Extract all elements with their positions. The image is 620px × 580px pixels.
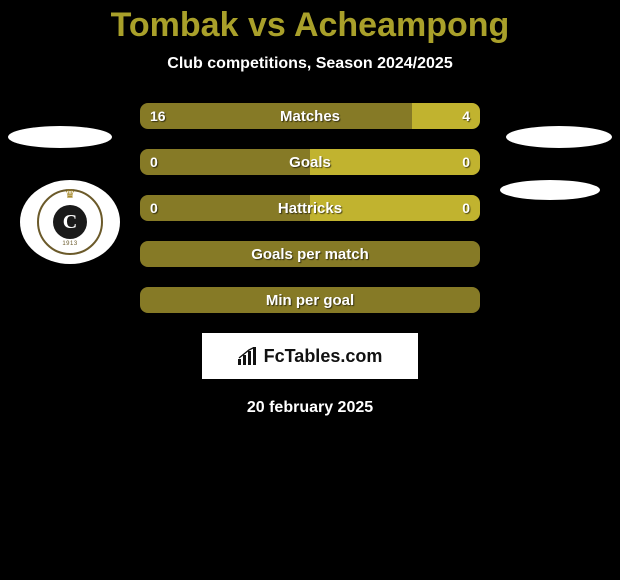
subtitle: Club competitions, Season 2024/2025 <box>0 55 620 73</box>
decor-ellipse-top-left <box>8 126 112 148</box>
stat-value-left: 16 <box>150 103 166 129</box>
stat-value-right: 4 <box>462 103 470 129</box>
crown-icon: ♛ <box>65 187 76 201</box>
stat-bars: Matches164Goals00Hattricks00Goals per ma… <box>140 103 480 313</box>
stat-row: Goals per match <box>140 241 480 267</box>
stat-label: Goals per match <box>140 241 480 267</box>
page-title: Tombak vs Acheampong <box>0 0 620 45</box>
stat-row: Matches16 4 <box>140 103 480 129</box>
stat-row: Min per goal <box>140 287 480 313</box>
club-badge-letter: C <box>53 205 87 239</box>
stat-value-right: 0 <box>462 195 470 221</box>
decor-ellipse-top-right <box>506 126 612 148</box>
date-line: 20 february 2025 <box>0 399 620 417</box>
stat-row: Hattricks0 0 <box>140 195 480 221</box>
stat-label: Min per goal <box>140 287 480 313</box>
stat-value-left: 0 <box>150 195 158 221</box>
brand-box[interactable]: FcTables.com <box>202 333 418 379</box>
club-badge: ♛ C 1913 <box>20 180 120 264</box>
stat-label: Hattricks <box>140 195 480 221</box>
stat-row: Goals0 0 <box>140 149 480 175</box>
stat-value-left: 0 <box>150 149 158 175</box>
club-badge-year: 1913 <box>62 241 77 247</box>
club-badge-inner: ♛ C 1913 <box>37 189 103 255</box>
brand-text: FcTables.com <box>264 346 383 367</box>
stat-label: Goals <box>140 149 480 175</box>
stat-label: Matches <box>140 103 480 129</box>
bars-icon <box>238 347 260 365</box>
decor-ellipse-mid-right <box>500 180 600 200</box>
stat-value-right: 0 <box>462 149 470 175</box>
